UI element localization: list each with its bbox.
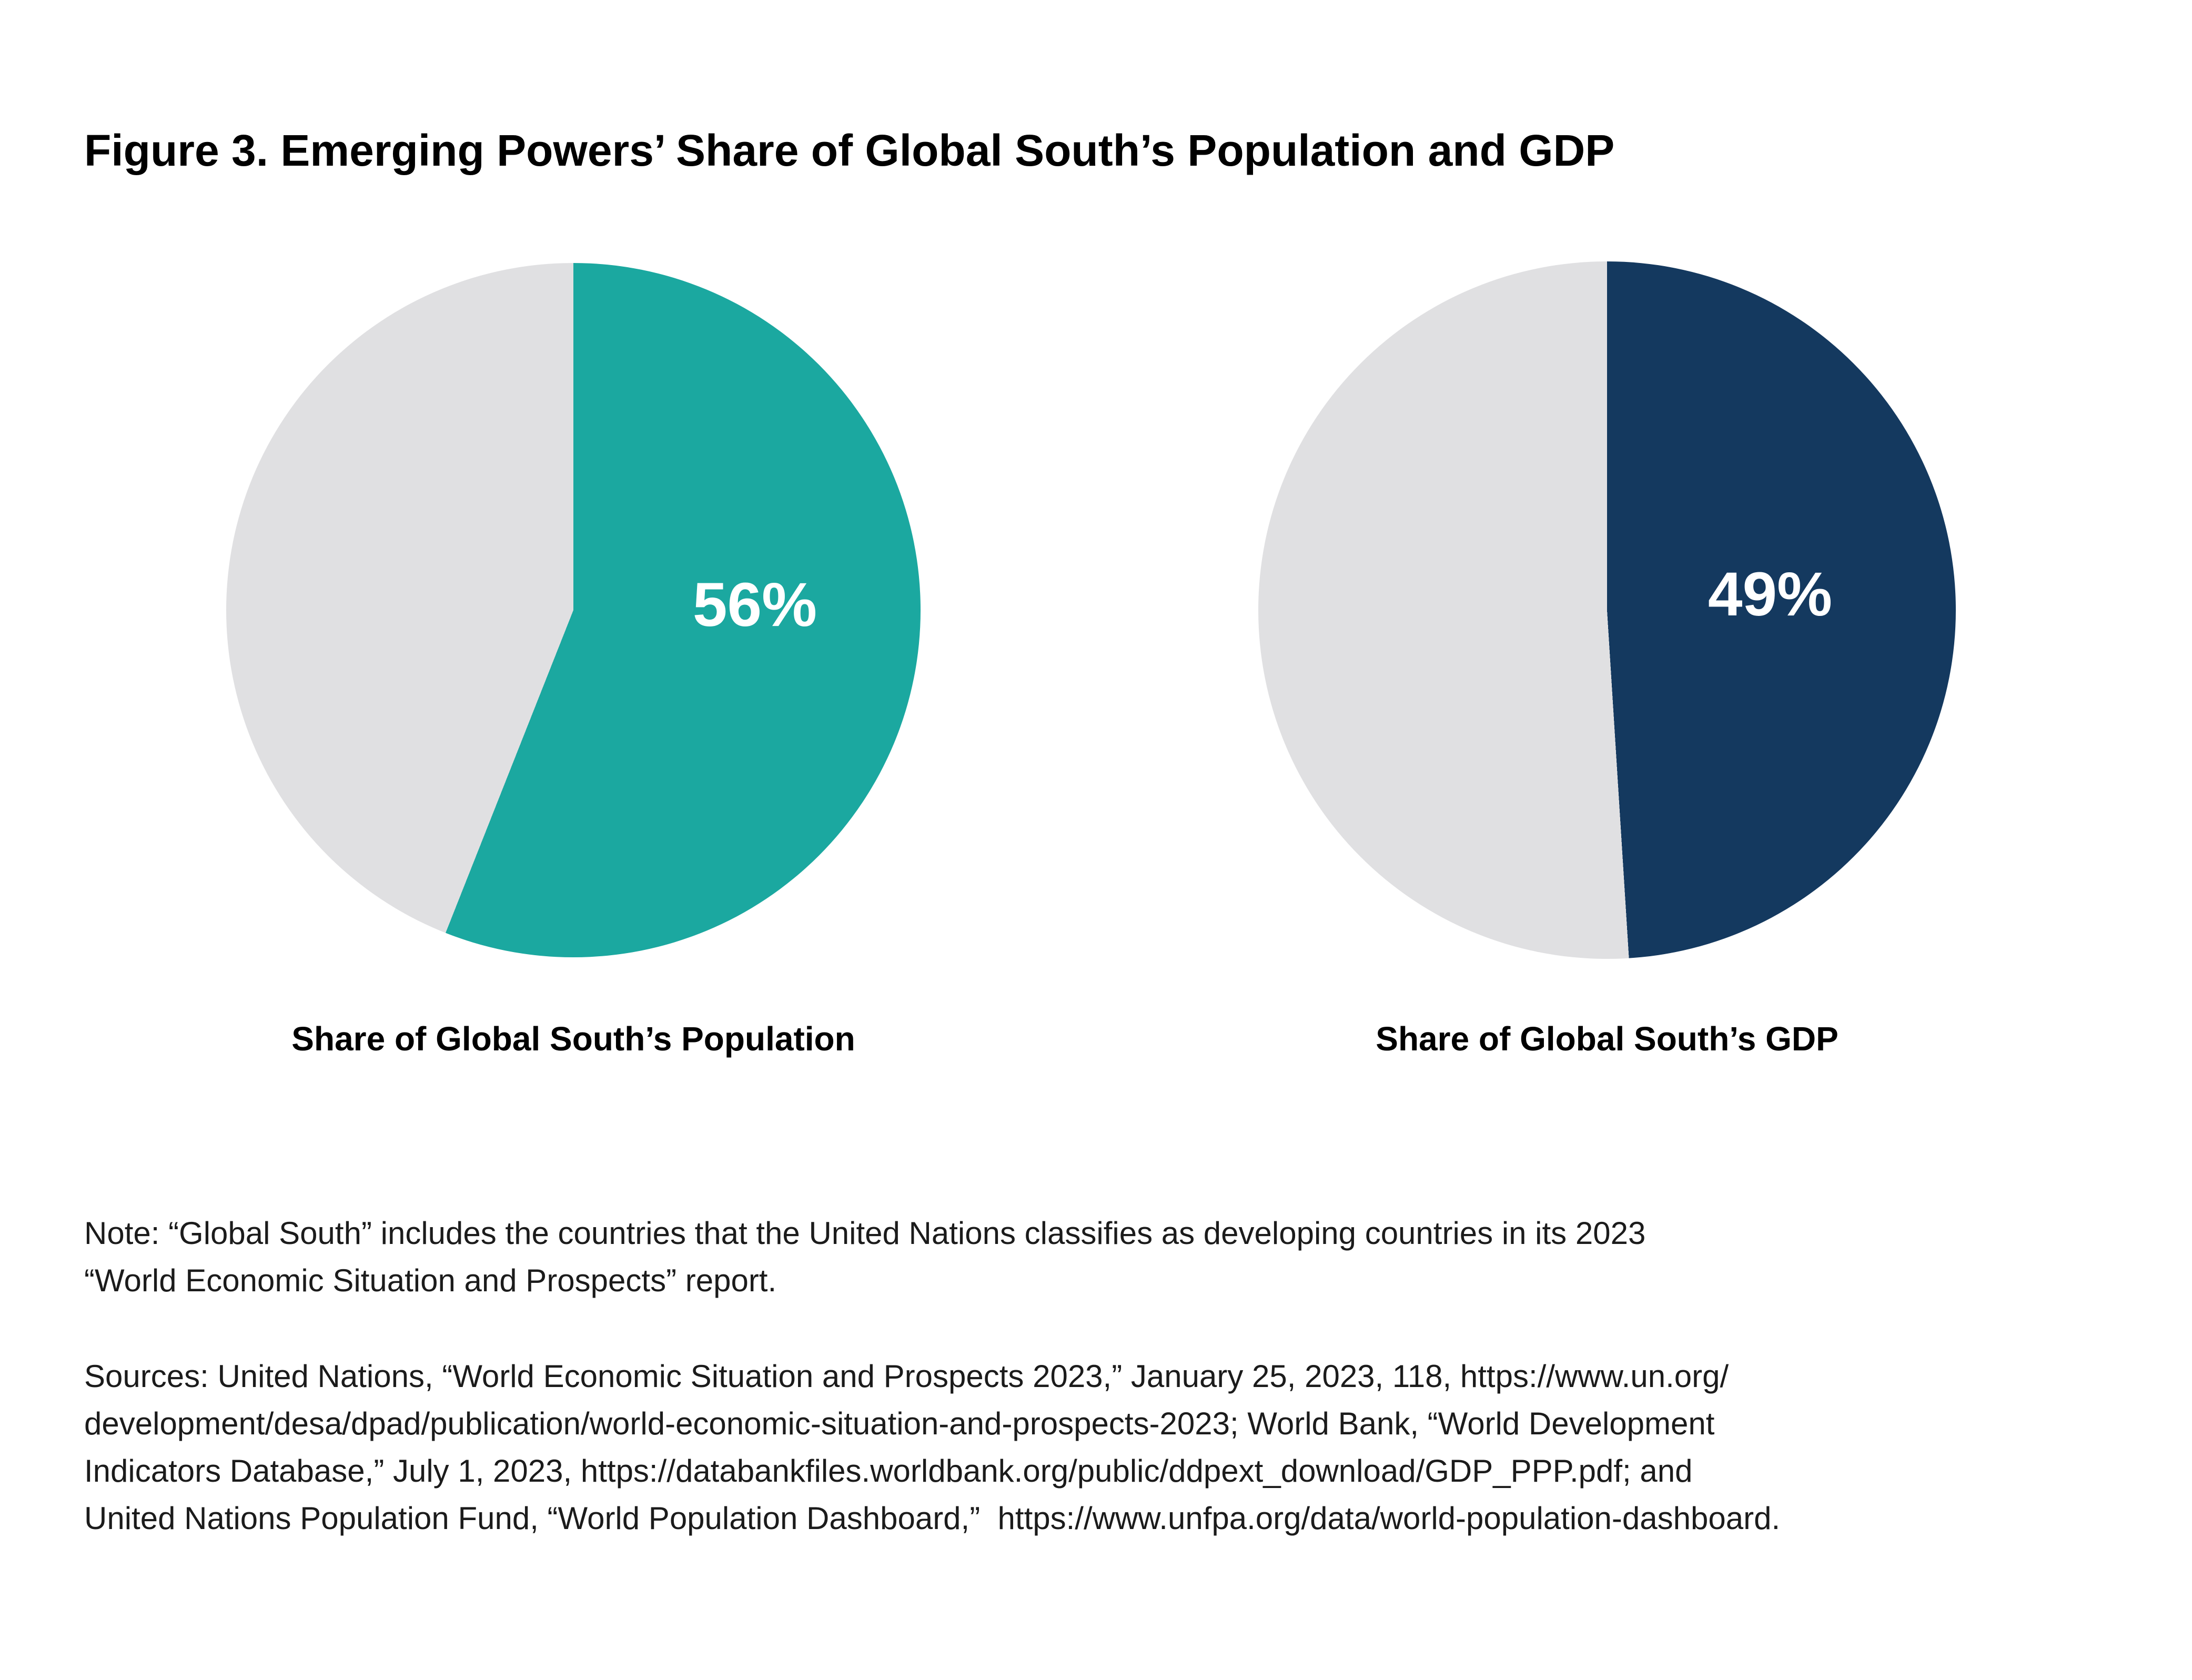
figure-note: Note: “Global South” includes the countr… bbox=[84, 1210, 1645, 1304]
figure-title: Figure 3. Emerging Powers’ Share of Glob… bbox=[84, 126, 1615, 175]
pie-chart-gdp: 49% bbox=[1258, 261, 1956, 959]
figure-sources: Sources: United Nations, “World Economic… bbox=[84, 1353, 1780, 1542]
note-line: “World Economic Situation and Prospects”… bbox=[84, 1263, 777, 1298]
pie-chart-population: 56% bbox=[226, 263, 921, 957]
note-line: Note: “Global South” includes the countr… bbox=[84, 1216, 1646, 1251]
sources-line: Sources: United Nations, “World Economic… bbox=[84, 1359, 1729, 1394]
pie-gdp-data-label: 49% bbox=[1708, 560, 1833, 629]
sources-line: Indicators Database,” July 1, 2023, http… bbox=[84, 1453, 1693, 1489]
pie-population-data-label: 56% bbox=[692, 570, 817, 640]
pie-population-caption: Share of Global South’s Population bbox=[291, 1020, 855, 1058]
sources-line: United Nations Population Fund, “World P… bbox=[84, 1501, 1781, 1536]
pie-gdp-caption: Share of Global South’s GDP bbox=[1376, 1020, 1839, 1058]
sources-line: development/desa/dpad/publication/world-… bbox=[84, 1406, 1715, 1441]
